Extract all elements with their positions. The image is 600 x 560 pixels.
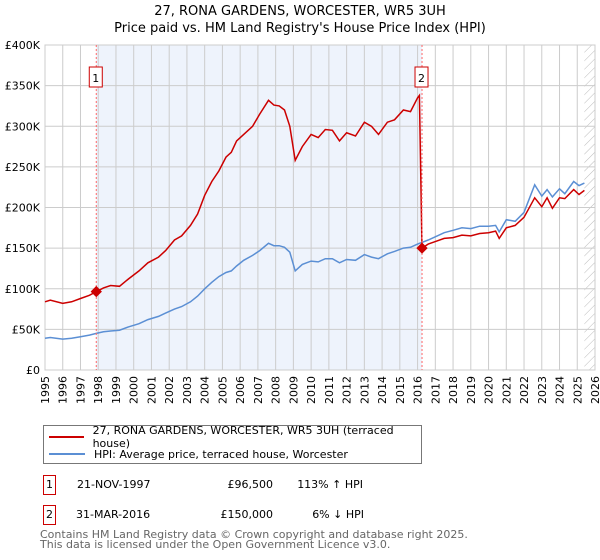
x-tick-label: 2001 [145, 376, 158, 404]
footer-licence: This data is licensed under the Open Gov… [40, 538, 391, 551]
footer: Contains HM Land Registry data © Crown c… [40, 528, 468, 551]
x-tick-label: 1999 [110, 376, 123, 404]
x-tick-label: 2006 [234, 376, 247, 404]
x-tick-label: 2014 [376, 376, 389, 404]
legend-swatch-blue [49, 453, 85, 455]
x-tick-label: 2007 [252, 376, 265, 404]
x-tick-label: 2016 [412, 376, 425, 404]
sale-label: 1 [92, 72, 99, 85]
y-tick-label: £300K [5, 120, 41, 133]
legend-item-hpi: HPI: Average price, terraced house, Worc… [44, 446, 348, 462]
x-tick-label: 2008 [270, 376, 283, 404]
x-tick-label: 2009 [287, 376, 300, 404]
x-tick-label: 2010 [305, 376, 318, 404]
x-tick-label: 2026 [589, 376, 600, 404]
x-tick-label: 2017 [429, 376, 442, 404]
transaction-price: £96,500 [227, 478, 274, 491]
x-tick-label: 2015 [394, 376, 407, 404]
x-tick-label: 1998 [92, 376, 105, 404]
legend-label-property: 27, RONA GARDENS, WORCESTER, WR5 3UH (te… [92, 424, 394, 450]
x-tick-label: 2022 [518, 376, 531, 404]
x-tick-label: 2000 [128, 376, 141, 404]
transaction-price: £150,000 [220, 508, 274, 521]
property-price-line [44, 93, 585, 305]
x-tick-label: 2023 [536, 376, 549, 404]
y-tick-label: £50K [12, 323, 41, 336]
x-tick-label: 1997 [74, 376, 87, 404]
transaction-row: 2 31-MAR-2016 £150,000 6% ↓ HPI [43, 505, 463, 525]
footer-copyright: Contains HM Land Registry data © Crown c… [40, 528, 468, 541]
transaction-hpi-change: 6% ↓ HPI [312, 508, 364, 521]
x-tick-label: 2020 [483, 376, 496, 404]
legend: 27, RONA GARDENS, WORCESTER, WR5 3UH (te… [43, 424, 422, 464]
y-tick-label: £200K [5, 202, 41, 215]
x-tick-label: 2024 [554, 376, 567, 404]
legend-label-hpi: HPI: Average price, terraced house, Worc… [94, 447, 348, 461]
transaction-date: 21-NOV-1997 [77, 478, 151, 491]
chart-title-line1: 27, RONA GARDENS, WORCESTER, WR5 3UH [154, 4, 446, 19]
x-tick-label: 2003 [181, 376, 194, 404]
x-tick-label: 2019 [465, 376, 478, 404]
chart-title-line2: Price paid vs. HM Land Registry's House … [114, 21, 486, 36]
x-tick-label: 2002 [163, 376, 176, 404]
sale-label-box [414, 66, 429, 88]
transaction-badge: 1 [43, 475, 56, 495]
y-tick-label: £150K [5, 242, 41, 255]
y-tick-label: £250K [5, 161, 41, 174]
transaction-badge: 2 [43, 505, 56, 525]
x-tick-label: 2011 [323, 376, 336, 404]
y-tick-label: £400K [5, 39, 41, 52]
plot-border [44, 44, 596, 371]
y-tick-label: £100K [5, 283, 41, 296]
transaction-date: 31-MAR-2016 [76, 508, 151, 521]
transaction-row: 1 21-NOV-1997 £96,500 113% ↑ HPI [43, 475, 463, 495]
x-tick-label: 2025 [571, 376, 584, 404]
x-tick-label: 2021 [500, 376, 513, 404]
y-tick-label: £350K [5, 80, 41, 93]
legend-swatch-red [49, 436, 84, 438]
sale-point [416, 242, 428, 254]
price-chart: £0 £50K £100K £150K £200K £250K £300K £350K £400… [5, 39, 600, 404]
sale-label-box [88, 66, 103, 88]
hpi-line [44, 180, 585, 340]
x-tick-label: 2013 [358, 376, 371, 404]
x-tick-label: 2005 [216, 376, 229, 404]
legend-item-property: 27, RONA GARDENS, WORCESTER, WR5 3UH (te… [44, 424, 421, 450]
x-tick-label: 2004 [199, 376, 212, 404]
x-tick-label: 1995 [39, 376, 52, 404]
transaction-hpi-change: 113% ↑ HPI [297, 478, 363, 491]
x-tick-label: 1996 [57, 376, 70, 404]
x-tick-label: 2018 [447, 376, 460, 404]
sale-label: 2 [418, 72, 425, 85]
y-tick-label: £0 [26, 364, 40, 377]
x-tick-label: 2012 [341, 376, 354, 404]
